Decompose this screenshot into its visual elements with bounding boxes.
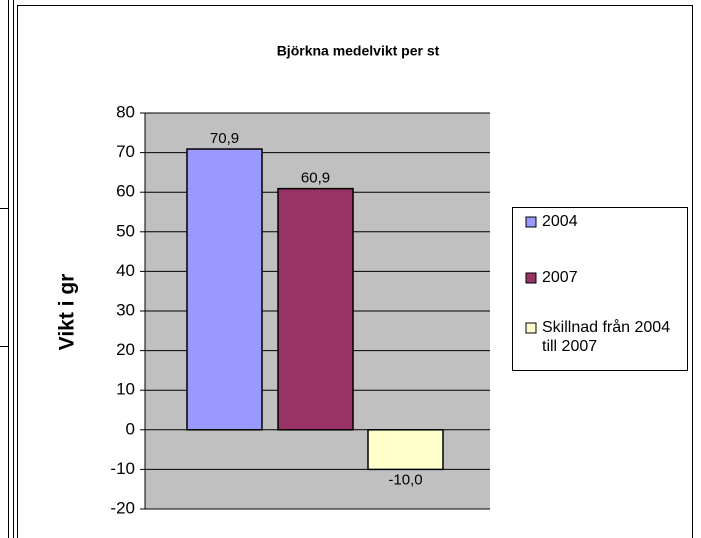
legend-label: Skillnad från 2004 till 2007 [542, 319, 671, 355]
y-axis-label: Vikt i gr [56, 274, 79, 351]
legend-label: 2004 [542, 213, 578, 230]
legend-label: 2007 [542, 269, 578, 286]
data-label: -10,0 [388, 471, 422, 488]
y-tick-label: -10 [110, 459, 135, 478]
bar [277, 187, 354, 431]
y-tick-label: 70 [116, 142, 135, 161]
y-tick-label: 20 [116, 340, 135, 359]
legend-box [512, 207, 688, 371]
bar [367, 429, 444, 471]
y-tick-label: 80 [116, 102, 135, 121]
y-tick-label: 60 [116, 182, 135, 201]
chart-title: Björkna medelvikt per st [277, 43, 440, 59]
y-tick-label: 0 [126, 419, 135, 438]
y-tick-label: 40 [116, 261, 135, 280]
y-tick-label: -20 [110, 498, 135, 517]
bar [186, 148, 263, 431]
y-tick-label: 50 [116, 221, 135, 240]
data-label: 60,9 [301, 170, 330, 187]
legend-swatch [525, 216, 537, 228]
data-label: 70,9 [210, 130, 239, 147]
y-tick-label: 10 [116, 380, 135, 399]
y-tick-label: 30 [116, 300, 135, 319]
legend-swatch [525, 272, 537, 284]
legend-swatch [525, 322, 537, 334]
